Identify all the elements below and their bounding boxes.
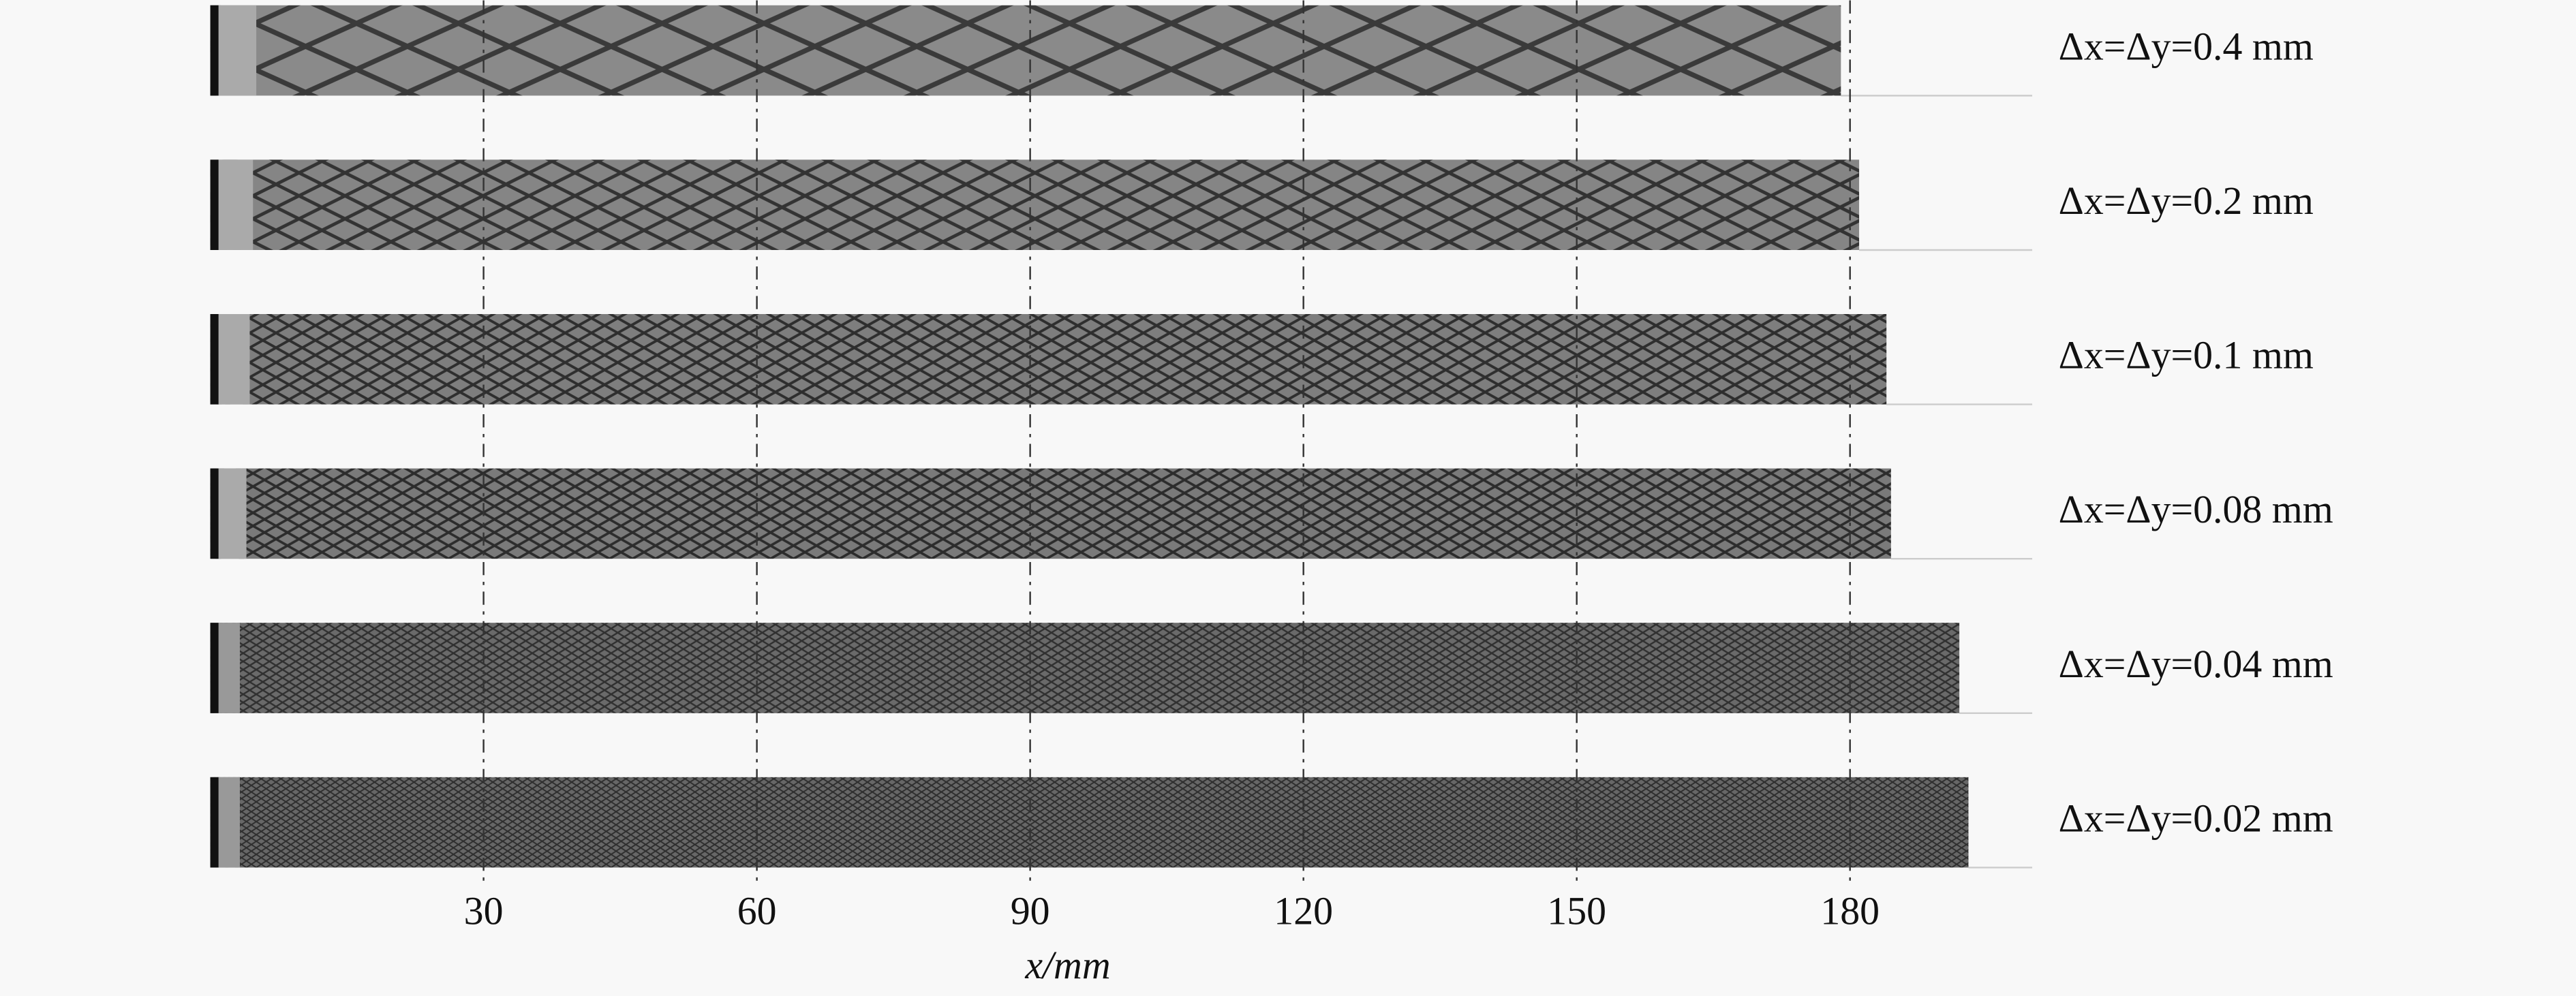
inlet-wall [210, 159, 219, 250]
inlet-region [217, 5, 257, 96]
inlet-region [217, 159, 254, 250]
strip-label: Δx=Δy=0.04 mm [2059, 642, 2333, 686]
x-tick-label: 30 [464, 889, 504, 933]
strip-label: Δx=Δy=0.2 mm [2059, 178, 2314, 223]
inlet-wall [210, 468, 219, 559]
cell-pattern-strip [210, 468, 1891, 559]
x-tick-label: 60 [737, 889, 777, 933]
cell-pattern-strip [210, 777, 1969, 868]
inlet-region [217, 777, 240, 868]
x-tick-label: 90 [1011, 889, 1050, 933]
strip-label: Δx=Δy=0.1 mm [2059, 333, 2314, 377]
strip-label: Δx=Δy=0.4 mm [2059, 24, 2314, 68]
cell-pattern-strip [210, 623, 1960, 713]
cell-pattern-strip [210, 159, 1860, 250]
inlet-wall [210, 777, 219, 868]
inlet-wall [210, 5, 219, 96]
x-axis-label: x/mm [1024, 943, 1110, 987]
inlet-region [217, 623, 240, 713]
inlet-wall [210, 623, 219, 713]
inlet-region [217, 468, 247, 559]
strip-label: Δx=Δy=0.08 mm [2059, 487, 2333, 531]
inlet-region [217, 314, 250, 405]
cell-pattern-strip [210, 314, 1887, 405]
x-tick-label: 120 [1274, 889, 1333, 933]
cell-pattern-strip [210, 5, 1841, 96]
strip-label: Δx=Δy=0.02 mm [2059, 796, 2333, 840]
x-tick-label: 180 [1820, 889, 1880, 933]
inlet-wall [210, 314, 219, 405]
x-tick-label: 150 [1547, 889, 1606, 933]
